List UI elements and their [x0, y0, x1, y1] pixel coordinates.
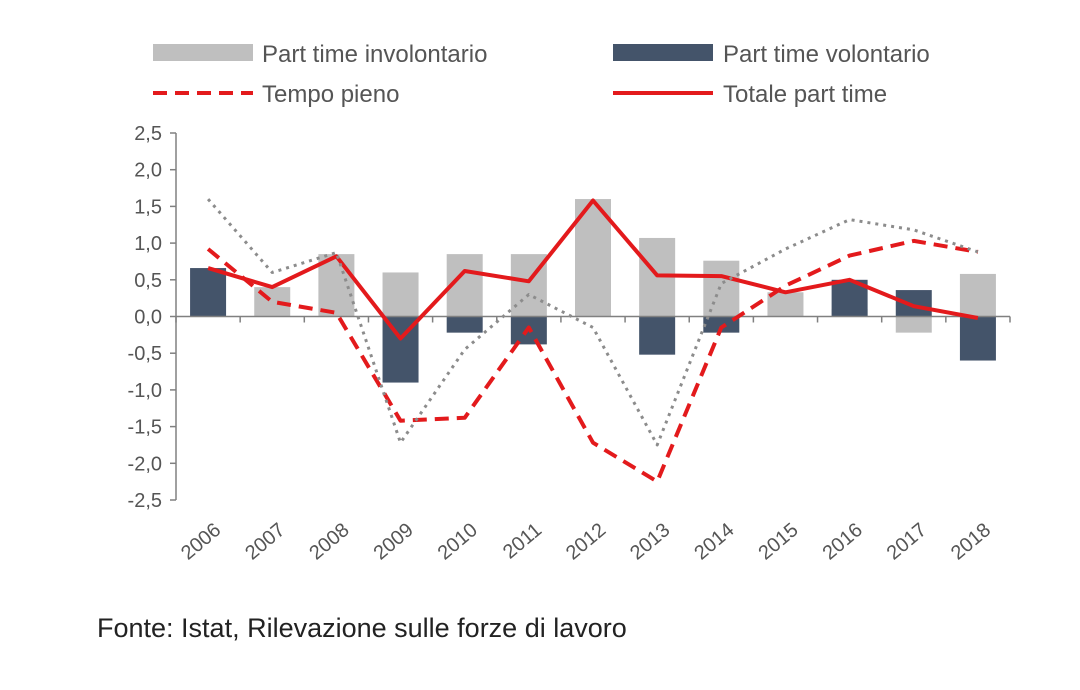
line-tempo-pieno: [206, 238, 979, 484]
y-tick-label: -2,5: [128, 490, 162, 512]
bar-part-time-volontario: [959, 316, 996, 361]
y-tick-label: 0,5: [134, 270, 162, 292]
bar-part-time-volontario: [895, 290, 932, 317]
source-note: Fonte: Istat, Rilevazione sulle forze di…: [97, 613, 627, 643]
legend-label-totale-part-time: Totale part time: [723, 81, 887, 108]
x-tick-label: 2013: [626, 519, 674, 564]
y-tick-label: -1,0: [128, 380, 162, 402]
bar-part-time-volontario: [703, 316, 740, 333]
bar-part-time-involontario: [318, 254, 355, 317]
x-tick-label: 2008: [305, 519, 353, 564]
bar-part-time-involontario: [703, 260, 740, 317]
legend-label-part-time-involontario: Part time involontario: [262, 41, 487, 68]
bar-part-time-volontario: [446, 316, 483, 333]
x-tick-label: 2017: [883, 519, 931, 564]
y-tick-label: -1,5: [128, 417, 162, 439]
x-tick-label: 2014: [690, 519, 738, 564]
y-tick-label: 1,5: [134, 196, 162, 218]
bar-part-time-volontario: [190, 268, 227, 317]
x-tick-label: 2009: [370, 519, 418, 564]
x-tick-label: 2010: [434, 519, 482, 564]
legend-swatch-part-time-volontario: [613, 44, 713, 61]
bar-part-time-volontario: [639, 316, 676, 355]
x-tick-label: 2018: [947, 519, 995, 564]
y-tick-label: 0,0: [134, 307, 162, 329]
legend: Part time involontario Part time volonta…: [153, 41, 930, 108]
y-tick-label: -2,0: [128, 453, 162, 475]
legend-swatch-part-time-involontario: [153, 44, 253, 61]
x-tick-label: 2012: [562, 519, 610, 564]
bar-part-time-involontario: [767, 292, 804, 317]
y-tick-label: 2,5: [134, 123, 162, 145]
legend-label-part-time-volontario: Part time volontario: [723, 41, 930, 68]
x-tick-label: 2007: [241, 519, 289, 564]
bar-part-time-involontario: [382, 272, 419, 317]
x-tick-label: 2011: [499, 519, 546, 564]
legend-label-tempo-pieno: Tempo pieno: [262, 81, 399, 108]
plot-area: 2,5 2,0 1,5 1,0 0,5 0,0 -0,5 -1,0 -1,5 -2,0 -2,5 20…: [128, 123, 1011, 564]
y-tick-label: 1,0: [134, 233, 162, 255]
x-tick-label: 2006: [177, 519, 225, 564]
x-tick-label: 2016: [819, 519, 867, 564]
x-tick-label: 2015: [754, 519, 802, 564]
y-tick-label: 2,0: [134, 160, 162, 182]
chart: Part time involontario Part time volonta…: [128, 41, 1011, 564]
y-tick-label: -0,5: [128, 343, 162, 365]
bar-part-time-involontario: [895, 316, 932, 333]
bar-part-time-involontario: [959, 273, 996, 317]
